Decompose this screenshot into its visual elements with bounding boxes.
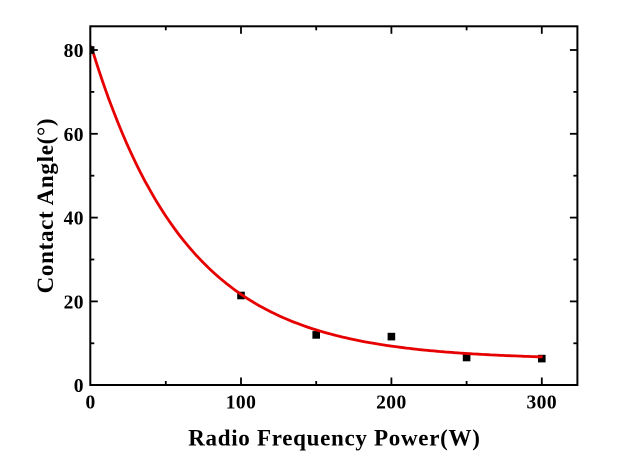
svg-text:100: 100 xyxy=(226,393,257,414)
svg-text:300: 300 xyxy=(526,393,557,414)
svg-text:80: 80 xyxy=(64,41,84,62)
svg-text:Radio Frequency Power(W): Radio Frequency Power(W) xyxy=(188,425,480,450)
svg-text:20: 20 xyxy=(64,292,84,313)
svg-text:0: 0 xyxy=(74,376,84,397)
svg-text:0: 0 xyxy=(85,393,95,414)
svg-text:60: 60 xyxy=(64,125,84,146)
svg-text:200: 200 xyxy=(376,393,407,414)
svg-text:40: 40 xyxy=(64,209,84,230)
svg-text:Contact Angle(°): Contact Angle(°) xyxy=(33,118,58,294)
